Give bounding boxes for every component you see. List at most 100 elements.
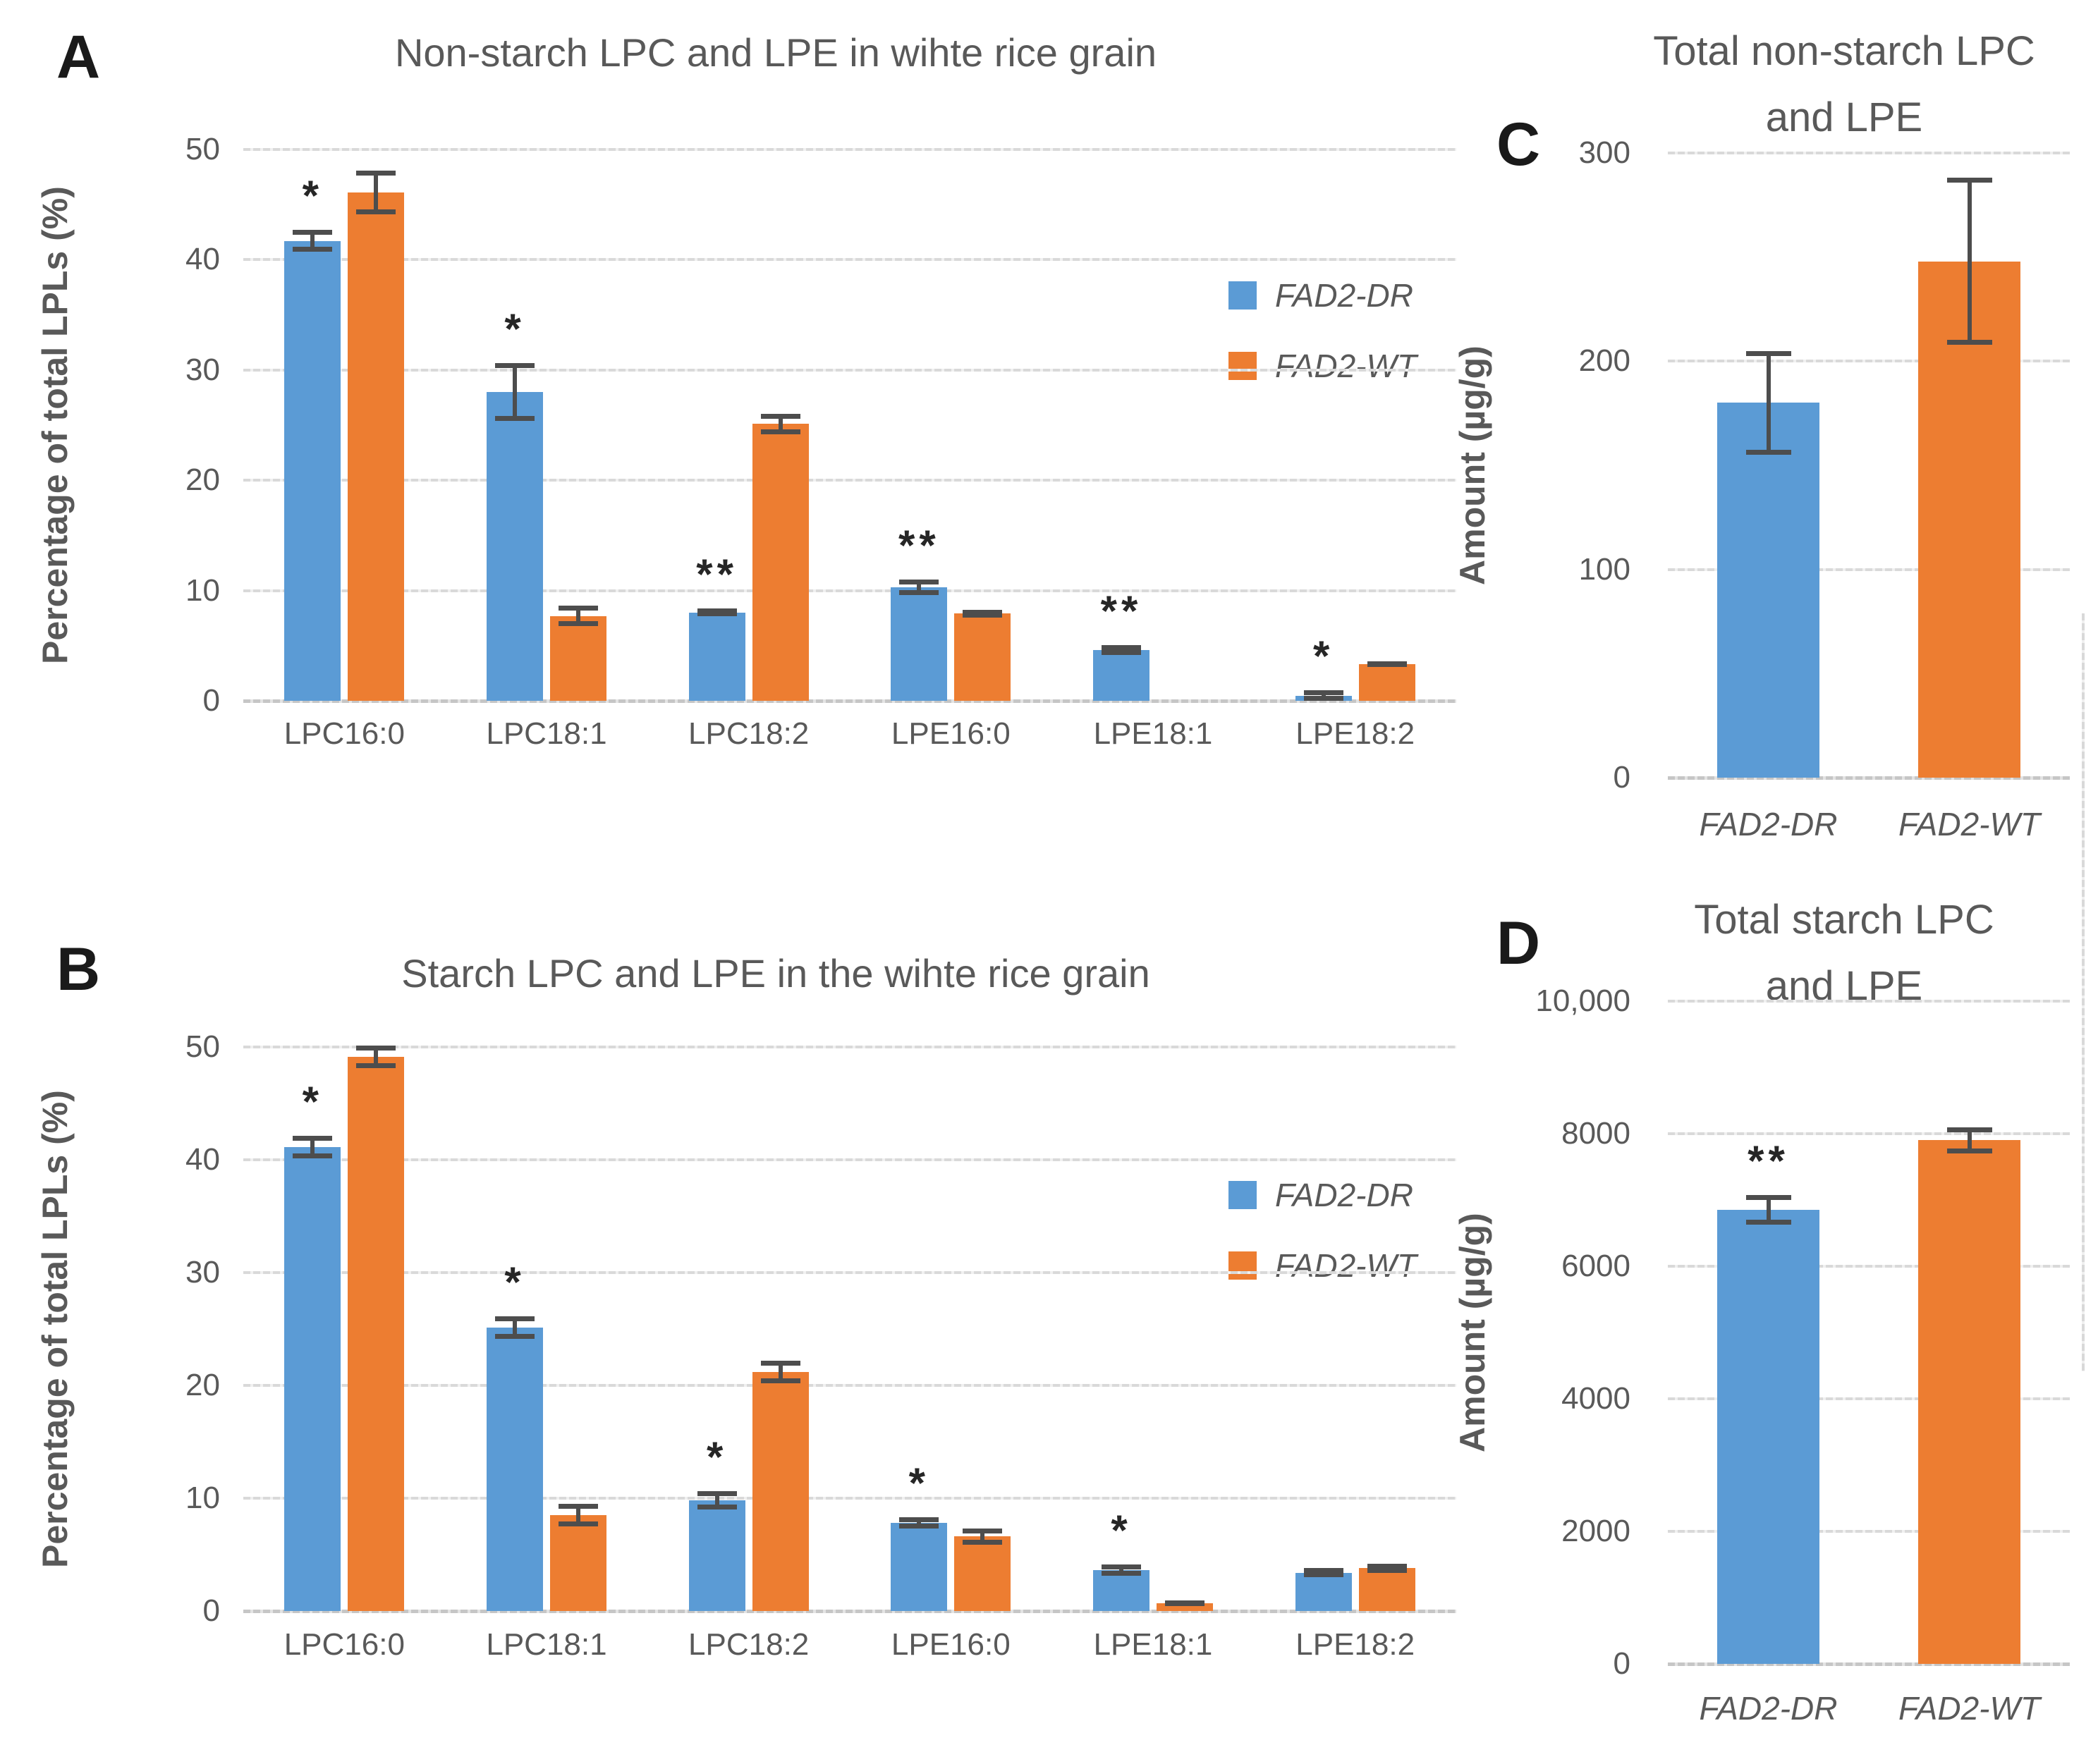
- x-category-label-FAD2-WT: FAD2-WT: [1898, 1690, 2040, 1727]
- error-bar-cap-top-FAD2-DR-LPC18:2: [697, 1491, 737, 1497]
- x-category-label-LPE16:0: LPE16:0: [891, 716, 1011, 751]
- error-bar-stem-FAD2-WT-LPC16:0: [374, 170, 379, 215]
- panel-b-y-axis-label: Percentage of total LPLs (%): [35, 1090, 75, 1568]
- y-tick-label-2000: 2000: [1561, 1514, 1630, 1548]
- error-bar-stem-FAD2-DR-LPC16:0: [310, 230, 315, 252]
- error-bar-cap-top-FAD2-DR-LPC18:2: [697, 608, 737, 614]
- legend-swatch-blue: [1228, 1181, 1257, 1209]
- y-tick-label-6000: 6000: [1561, 1249, 1630, 1283]
- error-bar-cap-top-FAD2-DR-LPE18:1: [1102, 1564, 1141, 1570]
- bar-FAD2-WT-LPE18:2: [1358, 1568, 1415, 1611]
- y-tick-label-10: 10: [185, 1481, 220, 1515]
- error-bar-cap-bottom-FAD2-WT-LPE18:2: [1367, 662, 1407, 668]
- x-category-label-LPC16:0: LPC16:0: [283, 1627, 405, 1662]
- y-tick-label-0: 0: [1613, 1646, 1630, 1681]
- significance-mark-FAD2-DR-LPC18:1: *: [504, 1258, 525, 1306]
- error-bar-cap-bottom-FAD2-WT-LPC18:2: [760, 429, 800, 434]
- y-tick-label-0: 0: [202, 683, 220, 718]
- significance-mark-FAD2-DR-total: **: [1748, 1137, 1789, 1185]
- panel-d-title-line1: Total starch LPC: [1694, 897, 1994, 943]
- error-bar-stem-FAD2-WT-LPC18:1: [576, 1504, 580, 1526]
- error-bar-cap-bottom-FAD2-DR-LPC18:1: [495, 1334, 535, 1340]
- bar-FAD2-WT-LPC18:2: [752, 424, 809, 701]
- y-tick-label-300: 300: [1578, 135, 1630, 170]
- error-bar-stem-FAD2-DR-LPE18:1: [1119, 1564, 1123, 1576]
- error-bar-cap-top-FAD2-WT-LPC16:0: [356, 1046, 396, 1051]
- x-category-label-LPE18:2: LPE18:2: [1295, 1627, 1415, 1662]
- x-category-label-LPE18:2: LPE18:2: [1295, 716, 1415, 751]
- gridline-y10: [243, 1497, 1456, 1500]
- bar-FAD2-WT-LPE18:2: [1358, 664, 1415, 701]
- bar-FAD2-DR-LPE16:0: [891, 587, 948, 701]
- bar-FAD2-DR-LPC16:0: [284, 1147, 341, 1611]
- bar-FAD2-DR-LPE18:1: [1093, 1570, 1149, 1611]
- legend-label-fad2-wt: FAD2-WT: [1275, 348, 1417, 384]
- panel-b-legend: FAD2-DR FAD2-WT: [1228, 1176, 1417, 1317]
- significance-mark-FAD2-DR-LPC16:0: *: [302, 1078, 323, 1126]
- bar-FAD2-DR-LPC18:2: [688, 1500, 745, 1611]
- x-category-label-LPC18:1: LPC18:1: [486, 1627, 607, 1662]
- panel-d-y-axis-label: Amount (µg/g): [1453, 1213, 1492, 1452]
- error-bar-stem-FAD2-DR-LPE18:2: [1321, 690, 1326, 701]
- bar-FAD2-DR-LPE16:0: [891, 1523, 948, 1611]
- y-tick-label-100: 100: [1578, 551, 1630, 587]
- x-category-label-FAD2-DR: FAD2-DR: [1699, 806, 1838, 843]
- legend-label-fad2-wt: FAD2-WT: [1275, 1247, 1417, 1284]
- panel-a-y-axis-label: Percentage of total LPLs (%): [35, 186, 75, 664]
- error-bar-cap-top-FAD2-WT-LPC18:1: [559, 1504, 598, 1509]
- panel-a-legend: FAD2-DR FAD2-WT: [1228, 276, 1417, 417]
- error-bar-cap-top-FAD2-WT-LPC18:2: [760, 414, 800, 419]
- gridline-y6000: [1668, 1265, 2070, 1268]
- y-tick-label-0: 0: [202, 1593, 220, 1628]
- gridline-y30: [243, 1271, 1456, 1274]
- y-tick-label-10000: 10,000: [1535, 984, 1630, 1018]
- error-bar-stem-FAD2-DR-LPC18:1: [513, 1316, 517, 1340]
- legend-item-fad2-wt: FAD2-WT: [1228, 1247, 1417, 1285]
- error-bar-cap-bottom-FAD2-DR-LPC16:0: [293, 247, 333, 252]
- x-category-label-LPC18:2: LPC18:2: [688, 716, 810, 751]
- error-bar-cap-top-FAD2-WT-LPC18:2: [760, 1360, 800, 1366]
- x-category-label-LPE18:1: LPE18:1: [1093, 1627, 1213, 1662]
- error-bar-stem-FAD2-DR-total: [1766, 1195, 1771, 1225]
- bar-FAD2-DR-total: [1717, 403, 1819, 778]
- error-bar-stem-FAD2-DR-total: [1766, 350, 1771, 455]
- y-tick-label-50: 50: [185, 132, 220, 166]
- significance-mark-FAD2-DR-LPE18:1: **: [1100, 587, 1142, 635]
- significance-mark-FAD2-DR-LPE18:1: *: [1111, 1507, 1132, 1555]
- error-bar-stem-FAD2-DR-LPE16:0: [917, 1517, 922, 1529]
- x-category-label-FAD2-DR: FAD2-DR: [1699, 1690, 1838, 1727]
- bar-FAD2-DR-LPE18:2: [1295, 1572, 1352, 1611]
- bar-FAD2-WT-LPE18:1: [1157, 1603, 1213, 1611]
- panel-b-title: Starch LPC and LPE in the wihte rice gra…: [401, 951, 1150, 996]
- gridline-y300: [1668, 152, 2070, 154]
- error-bar-cap-bottom-FAD2-DR-LPE18:1: [1102, 1571, 1141, 1576]
- y-tick-label-20: 20: [185, 463, 220, 498]
- x-category-label-LPC18:2: LPC18:2: [688, 1627, 810, 1662]
- gridline-y20: [243, 479, 1456, 482]
- legend-swatch-blue: [1228, 281, 1257, 310]
- error-bar-cap-top-FAD2-WT-LPC16:0: [356, 170, 396, 176]
- y-tick-label-30: 30: [185, 1255, 220, 1290]
- error-bar-cap-top-FAD2-DR-LPC16:0: [293, 1136, 333, 1141]
- gridline-y200: [1668, 360, 2070, 363]
- x-category-label-LPC16:0: LPC16:0: [283, 716, 405, 751]
- gridline-y10000: [1668, 1000, 2070, 1003]
- panel-a-title: Non-starch LPC and LPE in wihte rice gra…: [394, 30, 1157, 75]
- error-bar-stem-FAD2-WT-total: [1967, 178, 1972, 345]
- error-bar-cap-bottom-FAD2-DR-total: [1745, 450, 1791, 455]
- error-bar-cap-bottom-FAD2-DR-LPE18:2: [1303, 696, 1343, 701]
- error-bar-stem-FAD2-WT-LPC18:1: [576, 606, 580, 626]
- gridline-y40: [243, 1158, 1456, 1161]
- error-bar-cap-bottom-FAD2-WT-LPC18:1: [559, 1521, 598, 1526]
- error-bar-cap-top-FAD2-DR-LPE18:1: [1102, 645, 1141, 651]
- gridline-y8000: [1668, 1132, 2070, 1135]
- panel-c-title: Total non-starch LPC and LPE: [1615, 18, 2073, 151]
- bar-FAD2-DR-LPC18:1: [487, 392, 543, 701]
- error-bar-stem-FAD2-WT-total: [1967, 1127, 1972, 1154]
- bar-FAD2-WT-total: [1918, 261, 2020, 778]
- legend-item-fad2-dr: FAD2-DR: [1228, 1176, 1417, 1214]
- panel-c-y-axis-label: Amount (µg/g): [1453, 345, 1492, 585]
- error-bar-stem-FAD2-DR-LPE18:1: [1119, 645, 1123, 656]
- error-bar-cap-bottom-FAD2-DR-LPC18:1: [495, 415, 535, 421]
